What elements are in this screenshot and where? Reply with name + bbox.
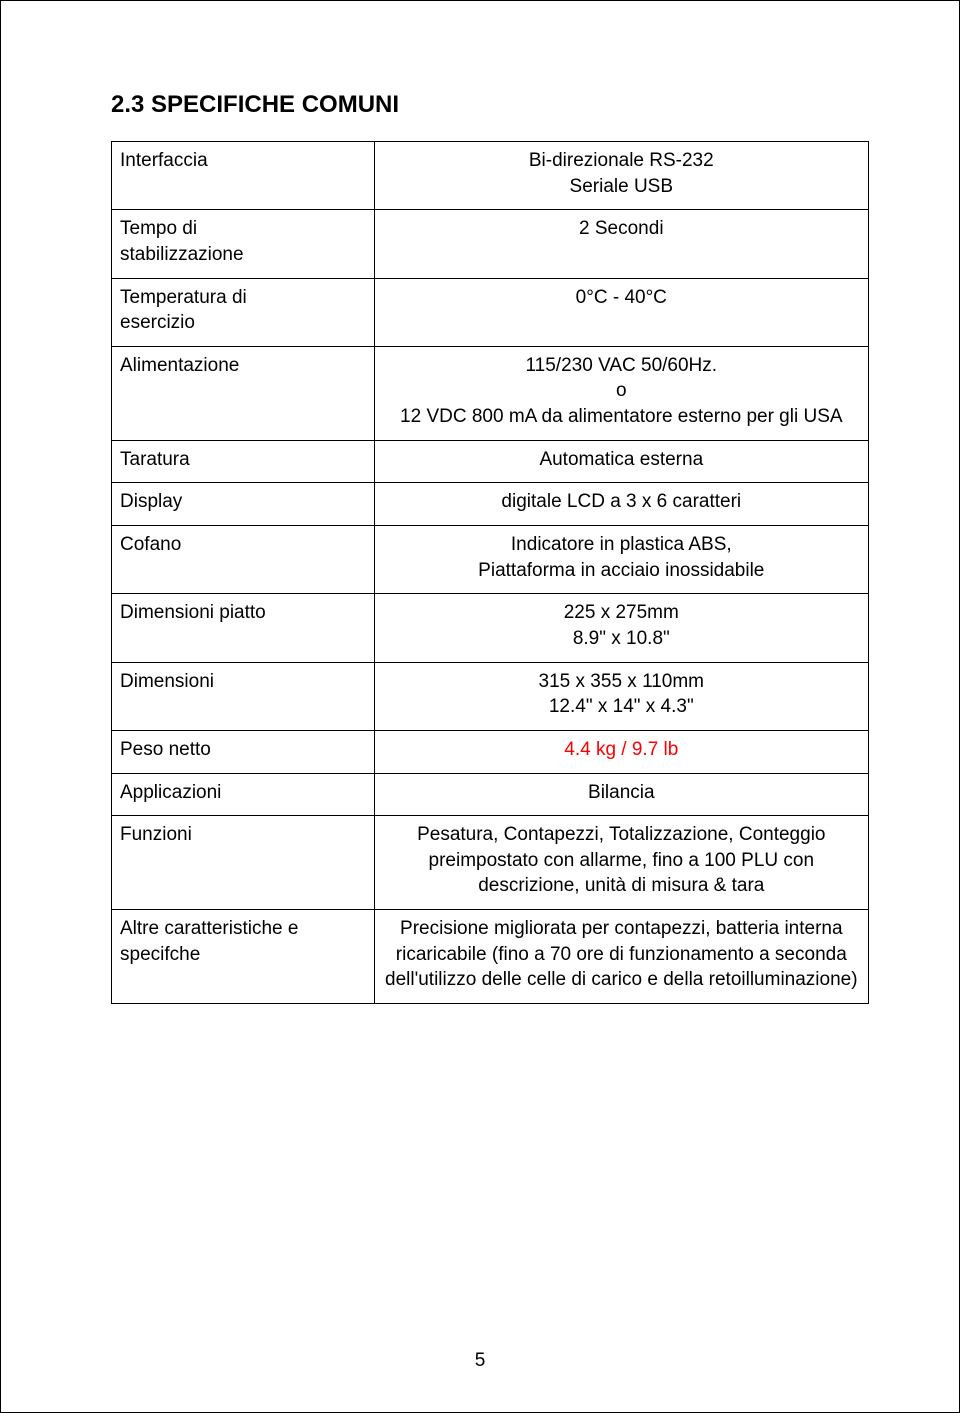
table-row: InterfacciaBi-direzionale RS-232Seriale … <box>112 142 869 210</box>
spec-table-body: InterfacciaBi-direzionale RS-232Seriale … <box>112 142 869 1004</box>
row-value: 225 x 275mm8.9" x 10.8" <box>374 594 868 662</box>
row-label: Altre caratteristiche e specifche <box>112 910 375 1004</box>
table-row: ApplicazioniBilancia <box>112 773 869 816</box>
table-row: Displaydigitale LCD a 3 x 6 caratteri <box>112 483 869 526</box>
spec-table: InterfacciaBi-direzionale RS-232Seriale … <box>111 141 869 1004</box>
row-value: Precisione migliorata per contapezzi, ba… <box>374 910 868 1004</box>
row-label: Dimensioni <box>112 662 375 730</box>
table-row: Dimensioni315 x 355 x 110mm12.4" x 14" x… <box>112 662 869 730</box>
table-row: FunzioniPesatura, Contapezzi, Totalizzaz… <box>112 816 869 910</box>
page-container: 2.3 SPECIFICHE COMUNI InterfacciaBi-dire… <box>0 0 960 1413</box>
row-value: digitale LCD a 3 x 6 caratteri <box>374 483 868 526</box>
row-label: Taratura <box>112 440 375 483</box>
row-label: Temperatura diesercizio <box>112 278 375 346</box>
row-label: Applicazioni <box>112 773 375 816</box>
table-row: CofanoIndicatore in plastica ABS,Piattaf… <box>112 526 869 594</box>
row-label: Cofano <box>112 526 375 594</box>
table-row: TaraturaAutomatica esterna <box>112 440 869 483</box>
table-row: Peso netto4.4 kg / 9.7 lb <box>112 730 869 773</box>
page-number: 5 <box>1 1350 959 1372</box>
row-value: Automatica esterna <box>374 440 868 483</box>
row-value: Bilancia <box>374 773 868 816</box>
row-value: Indicatore in plastica ABS,Piattaforma i… <box>374 526 868 594</box>
row-label: Display <box>112 483 375 526</box>
table-row: Temperatura diesercizio0°C - 40°C <box>112 278 869 346</box>
row-value: Bi-direzionale RS-232Seriale USB <box>374 142 868 210</box>
row-value: 2 Secondi <box>374 210 868 278</box>
table-row: Altre caratteristiche e specifchePrecisi… <box>112 910 869 1004</box>
row-value: 315 x 355 x 110mm12.4" x 14" x 4.3" <box>374 662 868 730</box>
row-label: Dimensioni piatto <box>112 594 375 662</box>
row-value: Pesatura, Contapezzi, Totalizzazione, Co… <box>374 816 868 910</box>
row-label: Interfaccia <box>112 142 375 210</box>
table-row: Dimensioni piatto225 x 275mm8.9" x 10.8" <box>112 594 869 662</box>
row-label: Tempo distabilizzazione <box>112 210 375 278</box>
row-label: Funzioni <box>112 816 375 910</box>
table-row: Alimentazione115/230 VAC 50/60Hz.o12 VDC… <box>112 346 869 440</box>
row-value: 4.4 kg / 9.7 lb <box>374 730 868 773</box>
section-heading: 2.3 SPECIFICHE COMUNI <box>111 91 869 119</box>
row-label: Alimentazione <box>112 346 375 440</box>
table-row: Tempo distabilizzazione2 Secondi <box>112 210 869 278</box>
row-value: 0°C - 40°C <box>374 278 868 346</box>
row-value: 115/230 VAC 50/60Hz.o12 VDC 800 mA da al… <box>374 346 868 440</box>
row-label: Peso netto <box>112 730 375 773</box>
